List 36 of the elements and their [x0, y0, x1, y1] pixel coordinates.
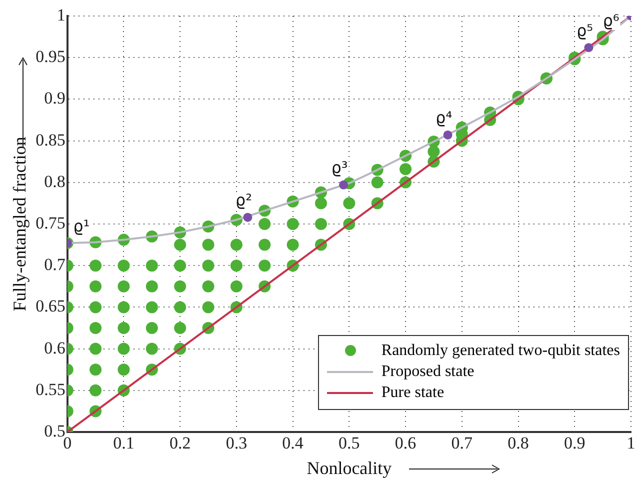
x-tick-label: 0.9	[564, 434, 586, 453]
y-tick-label: 0.95	[36, 47, 66, 66]
x-tick-label: 0.4	[282, 434, 304, 453]
annotation: ϱ³	[331, 158, 348, 178]
point	[243, 212, 252, 222]
point	[443, 130, 452, 140]
y-tick-label: 0.65	[36, 296, 66, 316]
y-tick-label: 0.8	[44, 172, 66, 191]
x-tick-label: 0.6	[394, 434, 416, 453]
y-tick-label: 0.55	[36, 380, 66, 399]
x-axis-title: Nonlocality	[306, 458, 392, 478]
y-tick-label: 1	[56, 5, 66, 24]
x-tick-label: 1	[626, 434, 636, 453]
y-tick-label: 0.5	[44, 421, 66, 440]
point	[339, 180, 348, 190]
point	[584, 43, 594, 52]
annotation: ϱ²	[235, 190, 252, 210]
legend-label: Proposed state	[381, 362, 474, 382]
x-tick-label: 0.8	[508, 434, 529, 453]
annotation: ϱ⁶	[602, 11, 620, 30]
x-tick-label: 0.3	[226, 434, 248, 453]
y-axis-title: Fully-entangled fraction	[10, 136, 30, 312]
annotation: ϱ⁴	[436, 108, 452, 128]
y-tick-label: 0.9	[44, 88, 66, 108]
x-tick-label: 0.1	[113, 434, 134, 453]
x-tick-label: 0.5	[338, 434, 360, 453]
y-tick-label: 0.7	[44, 255, 66, 274]
y-tick-label: 0.75	[36, 213, 66, 232]
legend-label: Pure state	[381, 383, 444, 403]
x-tick-label: 0.2	[169, 434, 191, 453]
y-tick-label: 0.85	[36, 130, 66, 150]
annotation: ϱ¹	[73, 216, 90, 236]
x-tick-label: 0.7	[451, 434, 474, 453]
annotation: ϱ⁵	[576, 20, 594, 40]
legend-label: Randomly generated two-qubit states	[381, 341, 620, 361]
y-tick-label: 0.6	[44, 338, 66, 358]
